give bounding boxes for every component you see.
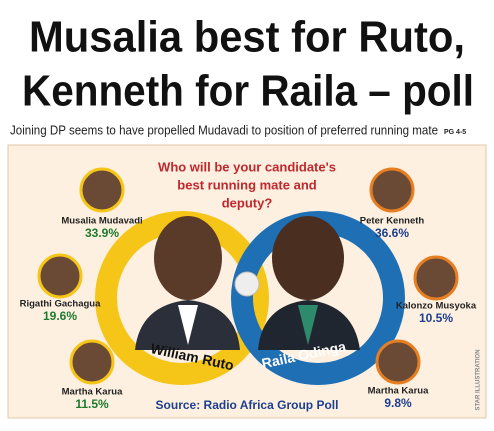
subhead: Joining DP seems to have propelled Mudav…: [10, 122, 438, 137]
mate-name: Martha Karua: [62, 387, 123, 398]
mate-share: 10.5%: [419, 311, 453, 325]
question: Who will be your candidate's: [158, 159, 336, 174]
question: deputy?: [222, 195, 273, 210]
source: Source: Radio Africa Group Poll: [156, 398, 339, 412]
mate-share: 33.9%: [85, 226, 119, 240]
mate-name: Peter Kenneth: [360, 216, 425, 227]
page-ref: PG 4-5: [444, 129, 466, 136]
headline: Kenneth for Raila – poll: [22, 67, 474, 116]
portrait: [258, 216, 360, 350]
mate-share: 36.6%: [375, 226, 409, 240]
question: best running mate and: [177, 177, 316, 192]
mate-photos: [37, 167, 125, 385]
mate-name: Rigathi Gachagua: [20, 299, 101, 310]
mate-name: Martha Karua: [368, 386, 429, 397]
center-dot: [234, 271, 260, 297]
mate-share: 9.8%: [384, 396, 412, 410]
mate-name: Kalonzo Musyoka: [396, 301, 477, 312]
mate-share: 11.5%: [75, 397, 109, 411]
mate-photos: [369, 167, 459, 385]
credit: STAR ILLUSTRATION: [476, 349, 482, 410]
mate-name: Musalia Mudavadi: [61, 216, 142, 227]
headline: Musalia best for Ruto,: [29, 13, 465, 62]
portrait: [135, 216, 240, 350]
mate-share: 19.6%: [43, 309, 77, 323]
